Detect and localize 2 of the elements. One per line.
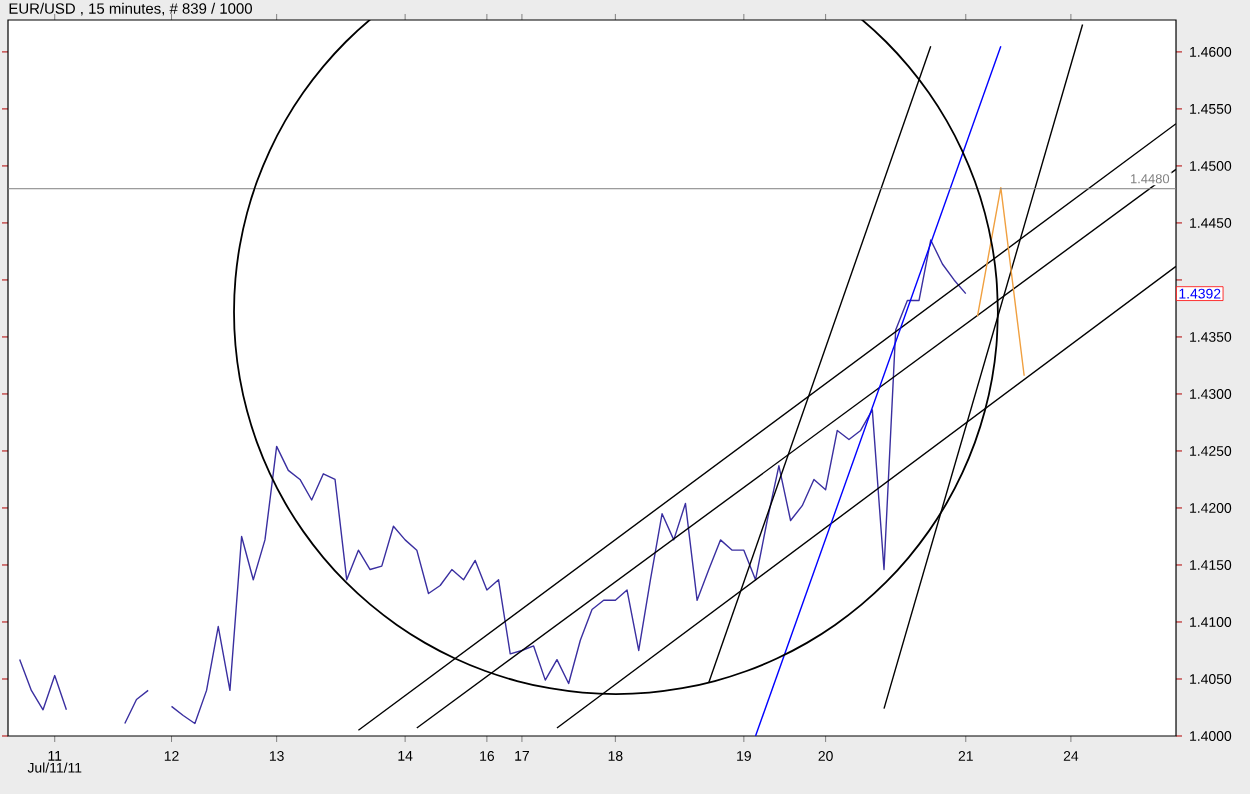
line-series bbox=[18, 658, 68, 711]
line-series bbox=[170, 239, 967, 725]
